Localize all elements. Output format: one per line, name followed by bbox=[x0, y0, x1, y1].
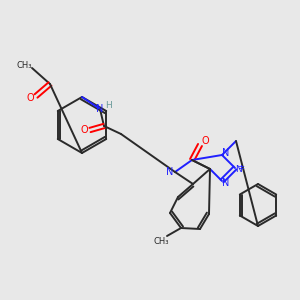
Text: N: N bbox=[96, 104, 104, 114]
Text: O: O bbox=[80, 125, 88, 135]
Text: N: N bbox=[236, 164, 242, 173]
Text: =: = bbox=[238, 164, 244, 172]
Text: H: H bbox=[106, 100, 112, 109]
Text: CH₃: CH₃ bbox=[153, 236, 169, 245]
Text: N: N bbox=[222, 178, 230, 188]
Text: O: O bbox=[201, 136, 209, 146]
Text: O: O bbox=[26, 93, 34, 103]
Text: CH₃: CH₃ bbox=[16, 61, 32, 70]
Text: N: N bbox=[222, 148, 230, 158]
Text: N: N bbox=[166, 167, 174, 177]
